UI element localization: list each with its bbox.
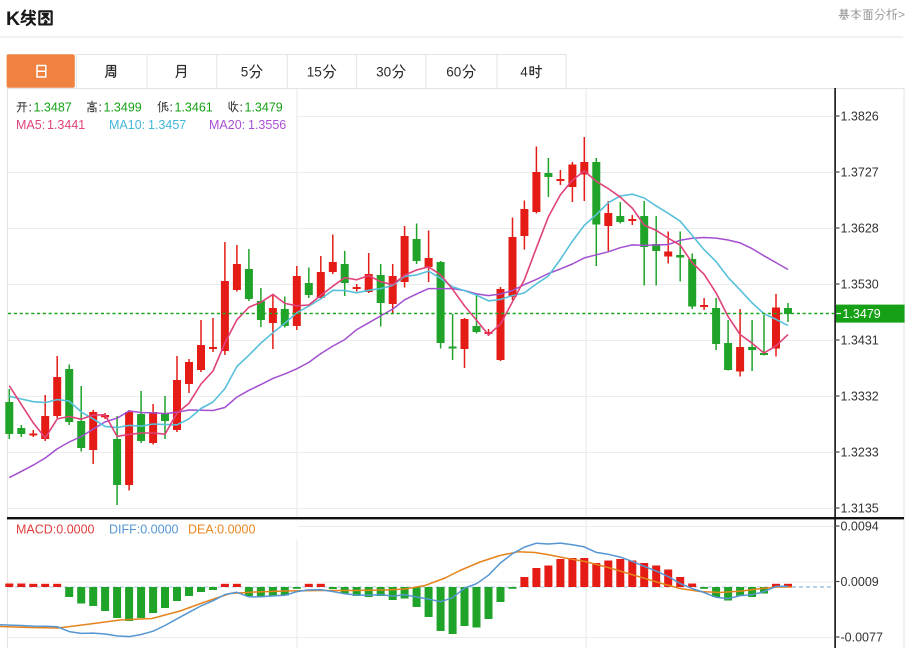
svg-text:DEA:0.0000: DEA:0.0000 xyxy=(188,523,255,537)
svg-text:1.3556: 1.3556 xyxy=(248,118,286,132)
svg-text:1.3530: 1.3530 xyxy=(841,277,879,291)
svg-text:MA10:: MA10: xyxy=(109,118,145,132)
svg-text:30: 30 xyxy=(376,65,391,80)
svg-text:MA20:: MA20: xyxy=(209,118,245,132)
svg-text:MACD:0.0000: MACD:0.0000 xyxy=(16,523,95,537)
svg-text::: : xyxy=(99,101,102,115)
svg-text:5: 5 xyxy=(241,65,249,80)
svg-text:1.3479: 1.3479 xyxy=(245,101,283,115)
svg-text:1.3135: 1.3135 xyxy=(841,501,879,515)
svg-text:-0.0077: -0.0077 xyxy=(841,630,883,644)
svg-text::: : xyxy=(170,101,173,115)
svg-text:15: 15 xyxy=(307,65,322,80)
svg-text:1.3499: 1.3499 xyxy=(104,101,142,115)
svg-text:60: 60 xyxy=(446,65,461,80)
svg-text:1.3332: 1.3332 xyxy=(841,389,879,403)
svg-text:K: K xyxy=(6,8,20,30)
svg-text:0.0094: 0.0094 xyxy=(841,519,879,533)
svg-text:1.3233: 1.3233 xyxy=(841,445,879,459)
svg-text:1.3479: 1.3479 xyxy=(843,307,881,321)
svg-text:1.3431: 1.3431 xyxy=(841,333,879,347)
svg-text:1.3826: 1.3826 xyxy=(841,109,879,123)
svg-text:4: 4 xyxy=(520,65,528,80)
svg-text:0.0009: 0.0009 xyxy=(841,575,879,589)
svg-text:MA5:: MA5: xyxy=(16,118,45,132)
svg-text:>: > xyxy=(898,8,905,22)
svg-text:1.3457: 1.3457 xyxy=(148,118,186,132)
svg-text:1.3487: 1.3487 xyxy=(34,101,72,115)
svg-text:1.3441: 1.3441 xyxy=(47,118,85,132)
svg-text::: : xyxy=(29,101,32,115)
svg-text:1.3628: 1.3628 xyxy=(841,221,879,235)
svg-text:1.3461: 1.3461 xyxy=(175,101,213,115)
svg-text::: : xyxy=(240,101,243,115)
svg-text:1.3727: 1.3727 xyxy=(841,165,879,179)
svg-text:DIFF:0.0000: DIFF:0.0000 xyxy=(109,523,179,537)
